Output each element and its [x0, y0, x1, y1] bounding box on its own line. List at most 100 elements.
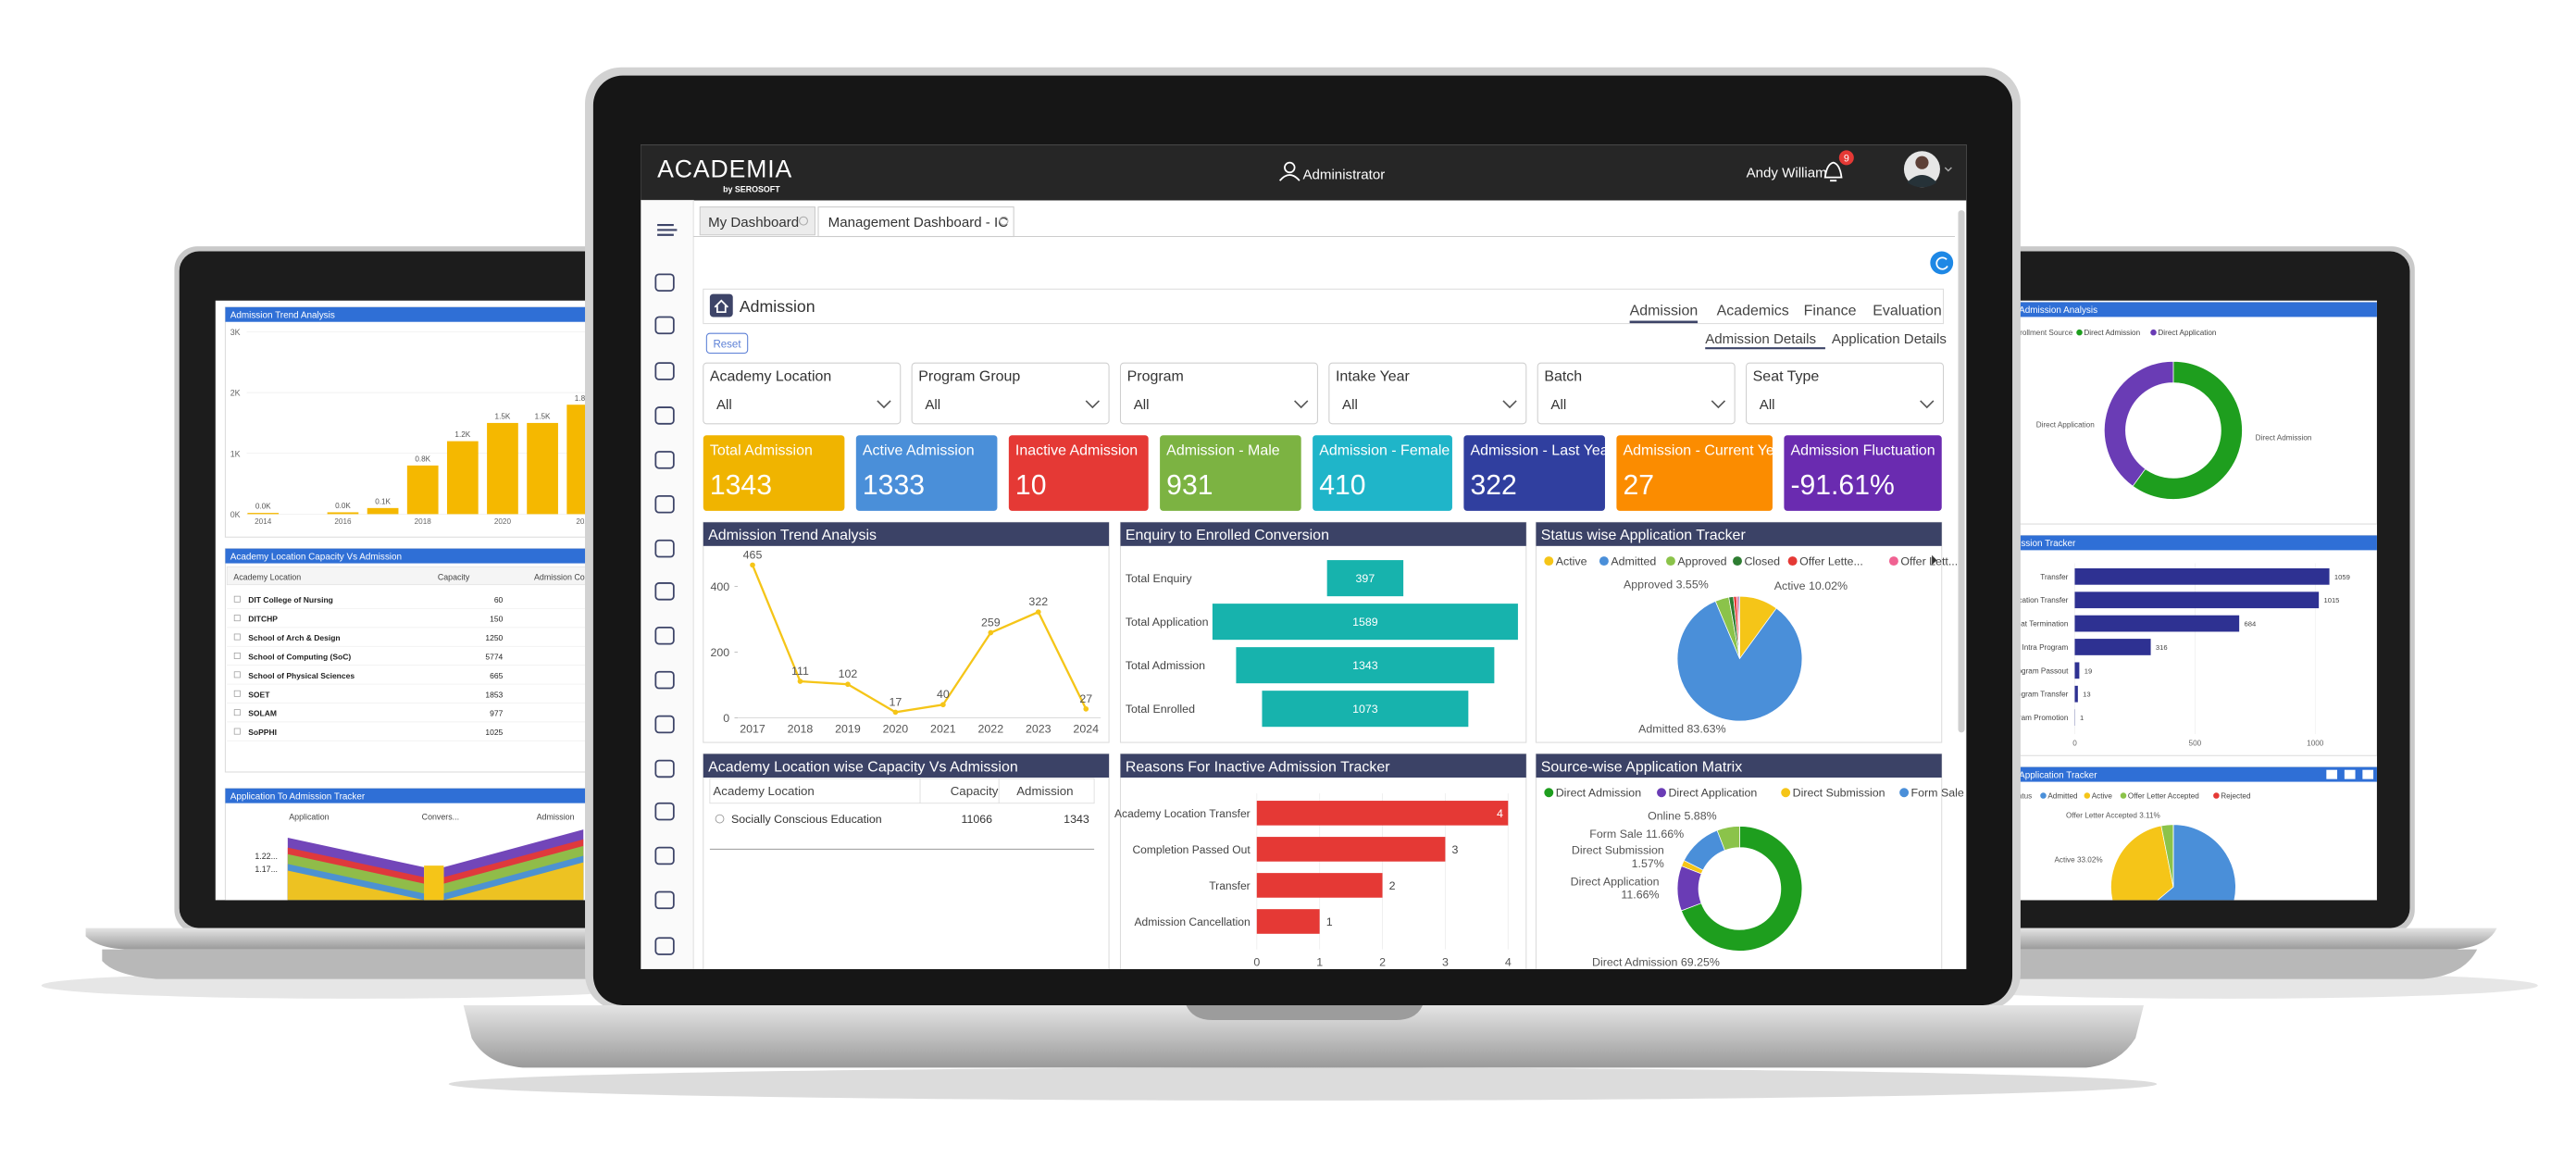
subnav-item[interactable]: Admission Details [1705, 331, 1816, 347]
legend-next[interactable] [1932, 554, 1937, 566]
pie-slice [1737, 595, 1740, 659]
panel-tool[interactable] [2344, 768, 2357, 780]
category-label: ram Promotion [2019, 714, 2069, 722]
sidebar-icon[interactable] [654, 937, 675, 955]
tab-close[interactable] [999, 216, 1009, 226]
sidebar-icon[interactable] [654, 539, 675, 558]
cell: 11066 [962, 813, 993, 826]
filter[interactable] [1746, 362, 1945, 425]
user-name: Andy William [1747, 166, 1827, 181]
filter-value[interactable]: All [1760, 397, 1775, 413]
pie-label-name: Form Sale [1589, 828, 1642, 840]
pie-slice [2157, 824, 2236, 901]
bar [1256, 837, 1446, 862]
sidebar-icon[interactable] [654, 802, 675, 821]
panel-tool[interactable] [2361, 768, 2374, 780]
data-label: 1073 [1352, 703, 1378, 716]
x-tick-label: 500 [2189, 740, 2202, 748]
bar [247, 513, 280, 515]
sidebar-icon[interactable] [654, 890, 675, 910]
reset-button[interactable] [705, 332, 749, 355]
row-expand[interactable] [233, 633, 241, 641]
x-tick-label: 2019 [835, 722, 861, 735]
reset-label[interactable]: Reset [713, 339, 741, 350]
sidebar-icon[interactable] [654, 273, 675, 292]
sidebar-icon[interactable] [654, 846, 675, 865]
sidebar-icon[interactable] [654, 670, 675, 690]
panel-title: Source-wise Application Matrix [1541, 759, 1742, 775]
funnel-bar [1326, 560, 1404, 597]
filter-value[interactable]: All [1134, 397, 1150, 413]
data-label: 4 [1497, 807, 1503, 820]
refresh-button[interactable] [1930, 251, 1954, 275]
filter[interactable] [911, 362, 1110, 425]
cell: 5774 [485, 652, 503, 661]
row-expand[interactable] [233, 690, 241, 697]
row-expand[interactable] [715, 814, 725, 824]
filter-value[interactable]: All [1342, 397, 1358, 413]
row-expand[interactable] [233, 728, 241, 735]
category-label: Total Admission [1126, 659, 1205, 672]
row-expand[interactable] [233, 595, 241, 603]
sidebar-icon[interactable] [654, 759, 675, 778]
filter[interactable] [1328, 362, 1527, 425]
filter[interactable] [1537, 362, 1736, 425]
y-tick-label: 2K [230, 389, 241, 398]
sidebar-icon[interactable] [654, 406, 675, 425]
row-expand[interactable] [233, 652, 241, 659]
tab-label[interactable]: My Dashboard [708, 215, 799, 230]
sidebar-icon[interactable] [654, 495, 675, 514]
cell: SOLAM [248, 709, 277, 718]
sidebar-icon[interactable] [654, 582, 675, 601]
filter-value[interactable]: All [1550, 397, 1566, 413]
legend-label: Offer Lette... [1799, 554, 1863, 567]
panel-header [225, 788, 592, 803]
sidebar-icon[interactable] [654, 715, 675, 734]
legend-marker [1599, 556, 1609, 567]
data-label: 1.22... [255, 852, 278, 861]
sidebar-icon[interactable] [654, 362, 675, 380]
pie-label-name: Admitted [1638, 722, 1684, 735]
row-expand[interactable] [233, 709, 241, 716]
row-expand[interactable] [233, 671, 241, 679]
legend-marker [2040, 792, 2047, 799]
nav-item[interactable]: Academics [1717, 304, 1789, 319]
pie-label-name: Offer Letter Accepted [2066, 812, 2137, 820]
sidebar-icon[interactable] [654, 626, 675, 645]
tab[interactable] [699, 206, 815, 236]
legend-marker [1899, 788, 1910, 798]
panel-header [1536, 753, 1942, 778]
data-label: 111 [791, 665, 809, 678]
laptop-base [463, 1004, 2144, 1068]
kpi-value: 322 [1470, 470, 1516, 501]
funnel-bar [1262, 691, 1469, 728]
x-tick-label: 2020 [494, 517, 512, 526]
bell-icon[interactable] [1823, 161, 1843, 182]
sidebar-icon[interactable] [654, 316, 675, 335]
data-label: 1.5K [495, 412, 511, 420]
nav-item[interactable]: Admission [1630, 304, 1699, 319]
category-label: Program Transfer [2010, 691, 2069, 699]
row-expand[interactable] [233, 615, 241, 622]
cell: DIT College of Nursing [248, 595, 333, 604]
tab-label[interactable]: Management Dashboard - IC [828, 215, 1009, 230]
bar [487, 422, 518, 515]
filter-value[interactable]: All [925, 397, 940, 413]
menu-toggle[interactable] [657, 224, 678, 236]
filter[interactable] [1119, 362, 1318, 425]
tab-close[interactable] [799, 216, 809, 226]
filter-value[interactable]: All [716, 397, 732, 413]
data-label: 1.8K [575, 394, 591, 403]
filter[interactable] [703, 362, 902, 425]
panel-tool[interactable] [2325, 768, 2338, 780]
nav-item[interactable]: Evaluation [1873, 304, 1942, 319]
panel-title: Admission Analysis [2019, 305, 2097, 316]
subnav-item[interactable]: Application Details [1832, 331, 1947, 347]
cell: 1025 [485, 728, 503, 737]
x-tick-label: 2023 [1026, 722, 1052, 735]
data-label: 1.5K [535, 412, 551, 420]
sidebar-icon[interactable] [654, 451, 675, 469]
nav-item[interactable]: Finance [1804, 304, 1857, 319]
panel-title: Enquiry to Enrolled Conversion [1126, 528, 1329, 543]
bar [406, 465, 439, 515]
